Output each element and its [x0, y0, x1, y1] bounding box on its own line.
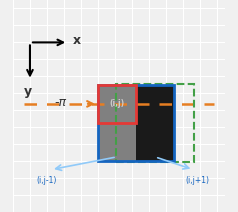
Text: (i,j+1): (i,j+1) — [185, 176, 209, 185]
Text: y: y — [24, 85, 32, 98]
Bar — [98, 85, 136, 123]
Bar — [98, 85, 136, 123]
Text: (i,j-1): (i,j-1) — [37, 176, 57, 185]
Text: -π: -π — [54, 96, 66, 109]
Bar — [98, 85, 174, 161]
Bar — [136, 85, 174, 123]
Bar — [98, 123, 136, 161]
Text: (i,j): (i,j) — [109, 99, 124, 108]
Bar — [136, 123, 174, 161]
Text: x: x — [72, 34, 80, 47]
